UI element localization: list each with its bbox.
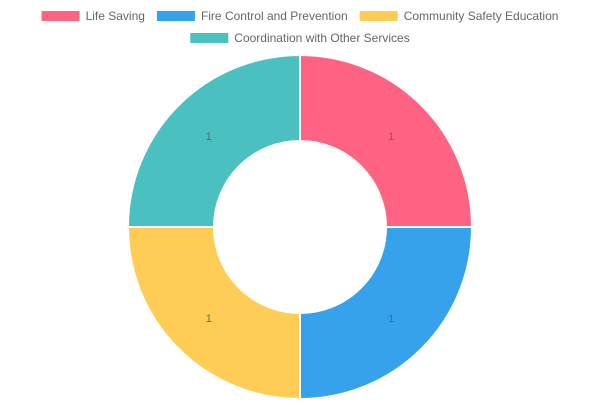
legend-item-fire-control-and-prevention[interactable]: Fire Control and Prevention [156,9,348,23]
legend-swatch-coordination-with-other-services [190,33,229,43]
legend-item-coordination-with-other-services[interactable]: Coordination with Other Services [190,31,410,45]
legend: Life Saving Fire Control and Prevention Co… [41,9,559,45]
legend-swatch-life-saving [41,11,80,21]
legend-label-life-saving: Life Saving [86,9,145,23]
legend-swatch-community-safety-education [359,11,398,21]
slice-life-saving[interactable] [299,53,474,228]
legend-item-life-saving[interactable]: Life Saving [41,9,145,23]
data-label-life-saving: 1 [388,131,394,143]
legend-label-fire-control-and-prevention: Fire Control and Prevention [201,9,348,23]
slice-fire-control-and-prevention[interactable] [299,226,474,401]
legend-label-coordination-with-other-services: Coordination with Other Services [234,31,409,45]
legend-swatch-fire-control-and-prevention [156,11,195,21]
data-label-fire-control-and-prevention: 1 [388,313,394,325]
data-labels: 1 1 1 1 [206,131,395,325]
legend-item-community-safety-education[interactable]: Community Safety Education [359,9,559,23]
data-label-coordination-with-other-services: 1 [206,131,212,143]
legend-label-community-safety-education: Community Safety Education [404,9,559,23]
slice-coordination-with-other-services[interactable] [126,53,301,228]
data-label-community-safety-education: 1 [206,313,212,325]
doughnut-slices [126,53,474,401]
slice-community-safety-education[interactable] [126,226,301,401]
